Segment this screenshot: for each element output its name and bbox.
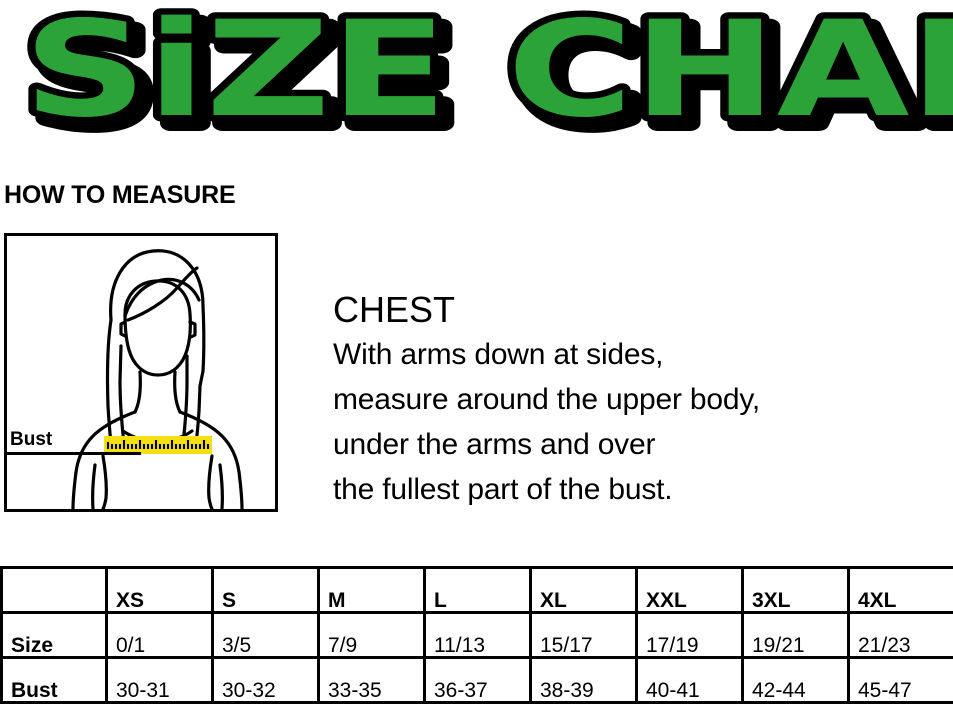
row-header-size: Size [0, 611, 108, 659]
size-table: XS S M L XL XXL 3XL 4XL Size 0/1 3/5 7/9… [0, 566, 953, 704]
column-header-xl: XL [529, 566, 638, 614]
chest-description-body: With arms down at sides, measure around … [333, 332, 933, 512]
cell-bust-4xl: 45-47 [847, 656, 953, 704]
table-header-row: XS S M L XL XXL 3XL 4XL [0, 566, 953, 614]
size-table-area: XS S M L XL XXL 3XL 4XL Size 0/1 3/5 7/9… [0, 566, 953, 726]
cell-bust-xl: 38-39 [529, 656, 638, 704]
table-corner-cell [0, 566, 108, 614]
column-header-m: M [317, 566, 426, 614]
cell-bust-s: 30-32 [211, 656, 320, 704]
svg-text:SiZE CHART: SiZE CHART [32, 1, 953, 150]
table-row-size: Size 0/1 3/5 7/9 11/13 15/17 17/19 19/21… [0, 611, 953, 659]
cell-size-s: 3/5 [211, 611, 320, 659]
bust-callout-label: Bust [10, 429, 53, 450]
cell-size-xs: 0/1 [105, 611, 214, 659]
cell-bust-3xl: 42-44 [741, 656, 850, 704]
bust-leader-line [4, 452, 141, 455]
female-figure-icon [71, 249, 244, 509]
cell-size-m: 7/9 [317, 611, 426, 659]
measuring-tape [104, 436, 212, 454]
cell-bust-m: 33-35 [317, 656, 426, 704]
cell-size-3xl: 19/21 [741, 611, 850, 659]
page-title: .ttl { font-family: "DejaVu Sans", sans-… [0, 0, 953, 150]
size-chart-title-graphic: .ttl { font-family: "DejaVu Sans", sans-… [16, 0, 953, 150]
svg-text:SiZE CHART: SiZE CHART [23, 0, 953, 147]
svg-text:SiZE CHART: SiZE CHART [23, 0, 953, 147]
chest-description-title: CHEST [333, 289, 456, 330]
column-header-xxl: XXL [635, 566, 744, 614]
column-header-4xl: 4XL [847, 566, 953, 614]
cell-size-xxl: 17/19 [635, 611, 744, 659]
column-header-3xl: 3XL [741, 566, 850, 614]
cell-bust-l: 36-37 [423, 656, 532, 704]
how-to-measure-heading: HOW TO MEASURE [4, 181, 236, 209]
cell-size-l: 11/13 [423, 611, 532, 659]
cell-bust-xxl: 40-41 [635, 656, 744, 704]
measurement-illustration-box [4, 233, 278, 512]
cell-size-xl: 15/17 [529, 611, 638, 659]
desc-line: With arms down at sides, [333, 338, 664, 371]
chest-description: CHEST With arms down at sides, measure a… [333, 288, 933, 512]
column-header-l: L [423, 566, 532, 614]
column-header-xs: XS [105, 566, 214, 614]
desc-line: measure around the upper body, [333, 383, 761, 416]
row-header-bust: Bust [0, 656, 108, 704]
table-row-bust: Bust 30-31 30-32 33-35 36-37 38-39 40-41… [0, 656, 953, 704]
desc-line: under the arms and over [333, 428, 656, 461]
desc-line: the fullest part of the bust. [333, 473, 673, 506]
cell-bust-xs: 30-31 [105, 656, 214, 704]
cell-size-4xl: 21/23 [847, 611, 953, 659]
column-header-s: S [211, 566, 320, 614]
